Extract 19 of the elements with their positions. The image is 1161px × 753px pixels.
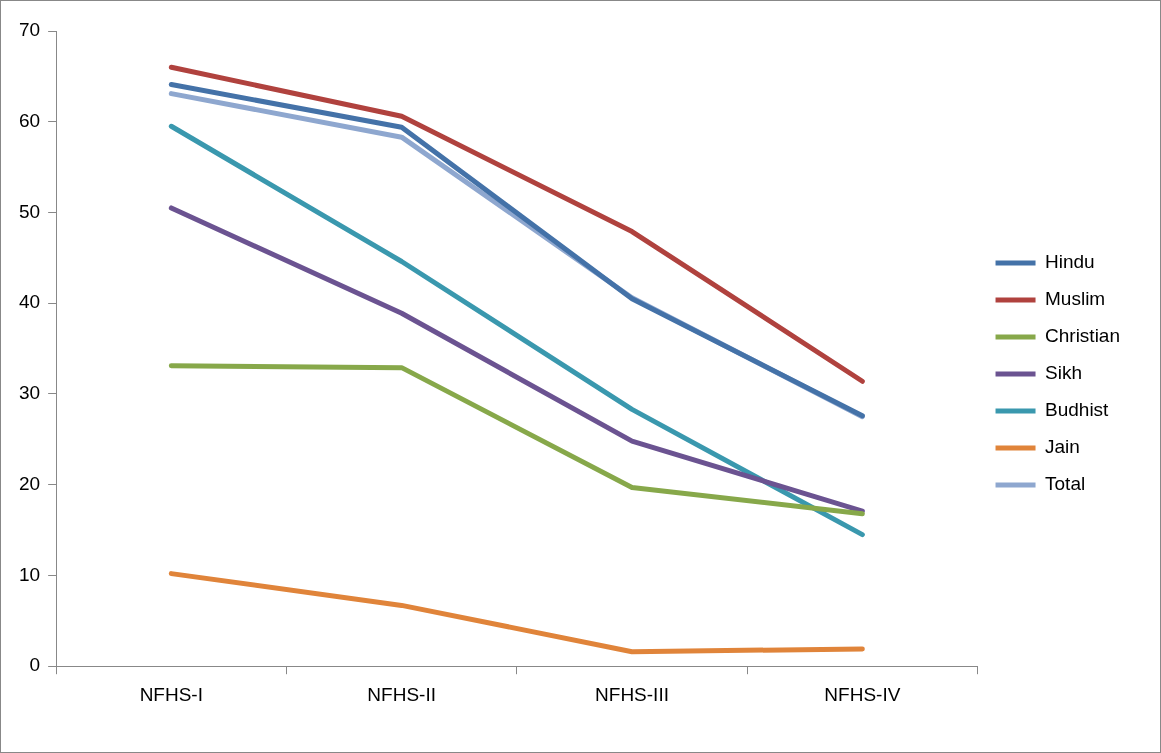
y-tick-label: 0 [29, 654, 41, 676]
y-tick-label: 60 [18, 109, 41, 131]
legend-label: Jain [1045, 436, 1080, 458]
y-tick-label: 10 [18, 563, 41, 585]
y-tick-label: 30 [18, 382, 41, 404]
legend-label: Muslim [1045, 288, 1106, 310]
legend-label: Christian [1045, 325, 1121, 347]
x-tick-label: NFHS-IV [824, 683, 901, 705]
y-tick-label: 40 [18, 291, 41, 313]
y-tick-label: 20 [18, 472, 41, 494]
y-tick-label: 70 [18, 19, 41, 41]
legend-label: Budhist [1045, 399, 1110, 421]
x-tick-label: NFHS-I [139, 683, 203, 705]
legend-label: Sikh [1045, 362, 1082, 384]
legend-label: Hindu [1045, 251, 1095, 273]
x-tick-label: NFHS-III [595, 683, 669, 705]
legend-label: Total [1045, 473, 1086, 495]
x-tick-label: NFHS-II [367, 683, 436, 705]
y-tick-label: 50 [18, 200, 41, 222]
